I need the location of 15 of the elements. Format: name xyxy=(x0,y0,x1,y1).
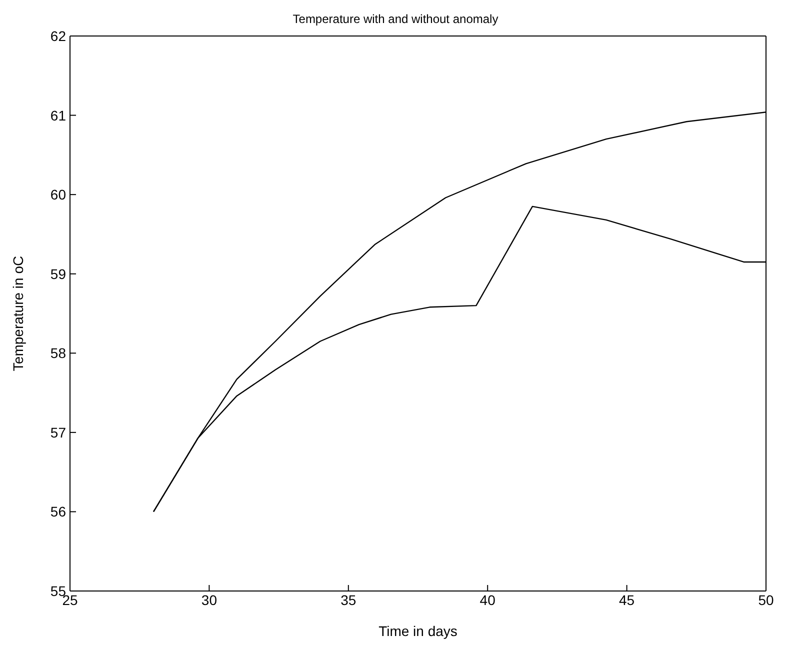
y-axis-title: Temperature in oC xyxy=(10,256,26,372)
y-tick-label: 57 xyxy=(50,424,66,440)
x-tick-label: 50 xyxy=(758,592,774,608)
y-tick-label: 58 xyxy=(50,345,66,362)
x-tick-label: 30 xyxy=(201,592,218,608)
chart-title: Temperature with and without anomaly xyxy=(292,12,500,26)
y-tick-label: 62 xyxy=(50,28,66,44)
x-tick-label: 40 xyxy=(480,592,496,608)
x-axis-title: Time in days xyxy=(378,623,458,639)
y-tick-label: 60 xyxy=(50,186,66,203)
x-tick-label: 45 xyxy=(619,592,635,608)
y-tick-label: 61 xyxy=(50,107,66,124)
y-tick-label: 56 xyxy=(50,504,66,520)
y-tick-label: 59 xyxy=(50,266,66,282)
x-tick-label: 35 xyxy=(340,592,356,608)
